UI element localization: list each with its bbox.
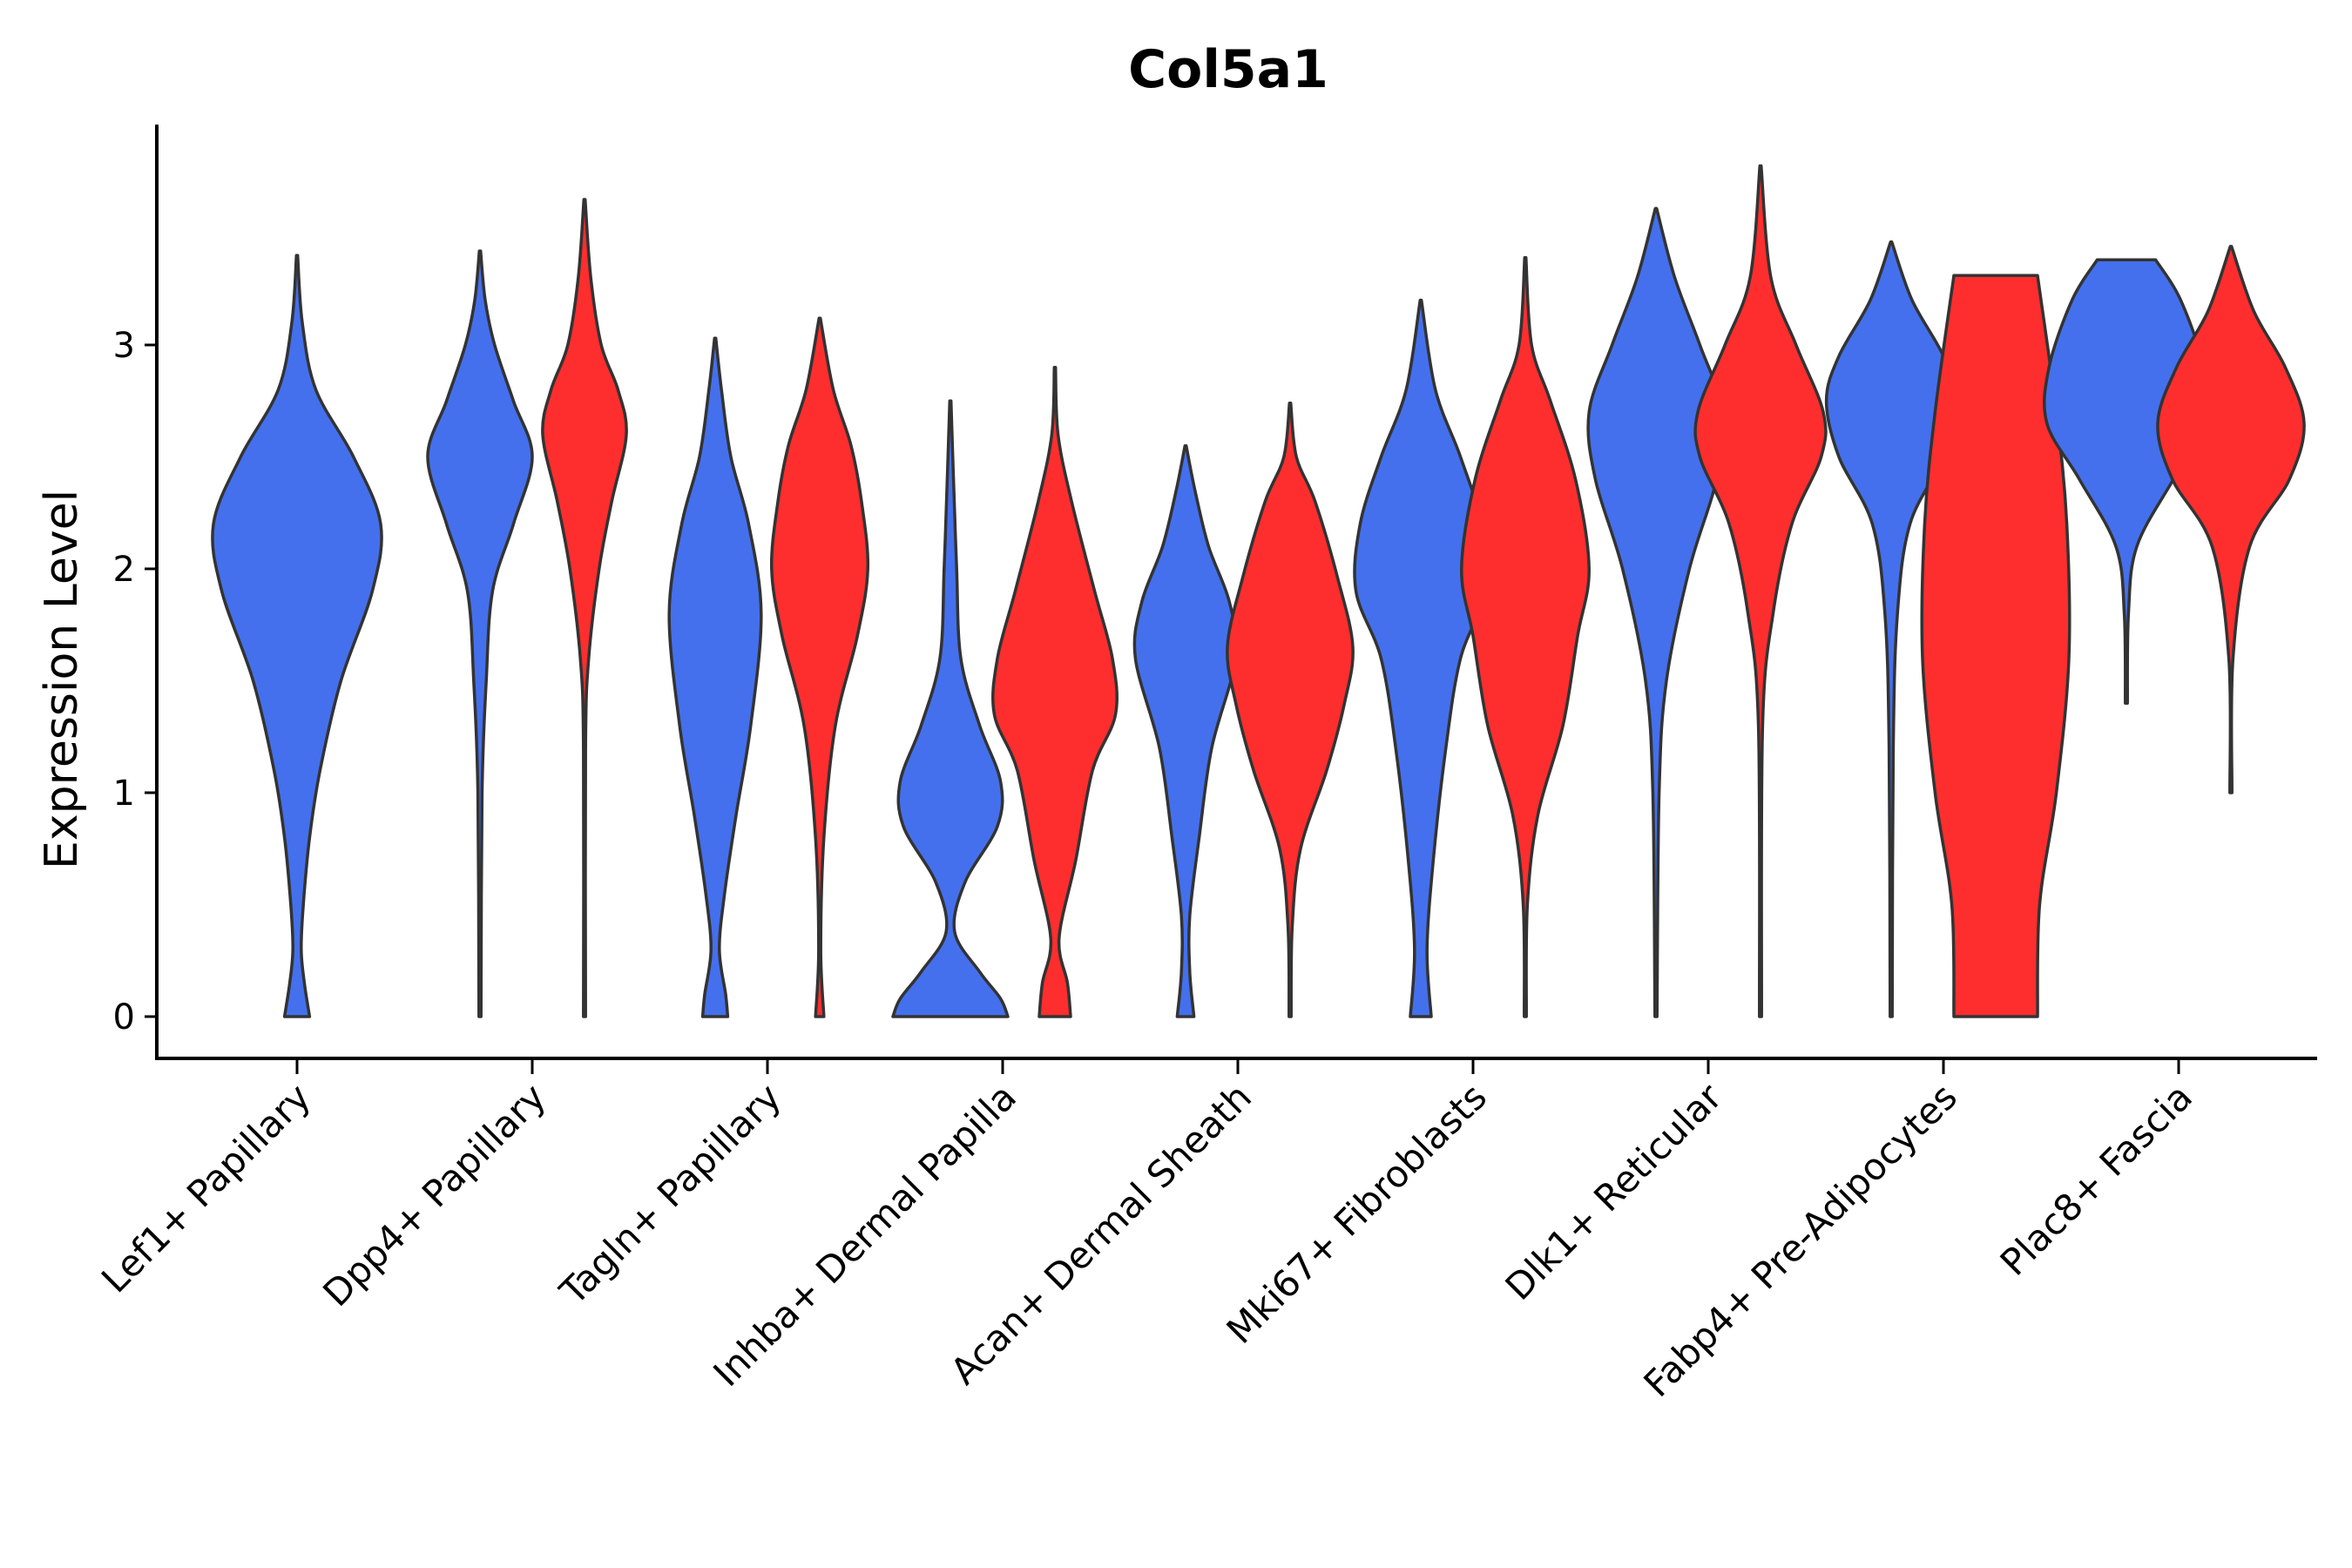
violin-12-red [1693, 164, 1828, 1018]
violin-15-blue [2043, 258, 2210, 705]
y-tick-label-3: 3 [113, 326, 135, 366]
x-tick-label-1: Dpp4+ Papillary [314, 1075, 554, 1315]
violin-2-red [541, 198, 628, 1018]
violin-0-blue [211, 253, 383, 1018]
violin-10-red [1460, 256, 1591, 1018]
violin-4-red [769, 316, 870, 1018]
violin-7-blue [1132, 443, 1239, 1018]
x-tick-label-6: Dlk1+ Reticular [1497, 1075, 1731, 1308]
y-tick-label-2: 2 [113, 550, 135, 590]
y-axis-label: Expression Level [36, 490, 88, 869]
y-ticks: 0 1 2 3 [113, 326, 157, 1037]
violin-9-blue [1353, 298, 1489, 1018]
y-tick-label-1: 1 [113, 774, 135, 814]
violin-5-blue [891, 399, 1010, 1018]
violin-14-red [1920, 274, 2072, 1018]
x-tick-label-2: Tagln+ Papillary [551, 1075, 789, 1313]
x-tick-label-5: Mki67+ Fibroblasts [1219, 1075, 1495, 1351]
x-tick-label-8: Plac8+ Fascia [1992, 1075, 2200, 1283]
x-tick-label-0: Lef1+ Papillary [93, 1075, 319, 1301]
y-tick-label-0: 0 [113, 997, 135, 1037]
axes [155, 125, 2317, 1060]
violin-3-blue [667, 336, 763, 1018]
violin-1-blue [426, 249, 534, 1018]
violin-11-blue [1586, 206, 1726, 1018]
violin-6-red [991, 365, 1119, 1018]
violin-8-red [1226, 402, 1355, 1018]
violin-16-red [2156, 245, 2306, 794]
violins-layer [211, 164, 2306, 1018]
chart-title: Col5a1 [1128, 39, 1328, 100]
violin-13-blue [1824, 240, 1958, 1018]
